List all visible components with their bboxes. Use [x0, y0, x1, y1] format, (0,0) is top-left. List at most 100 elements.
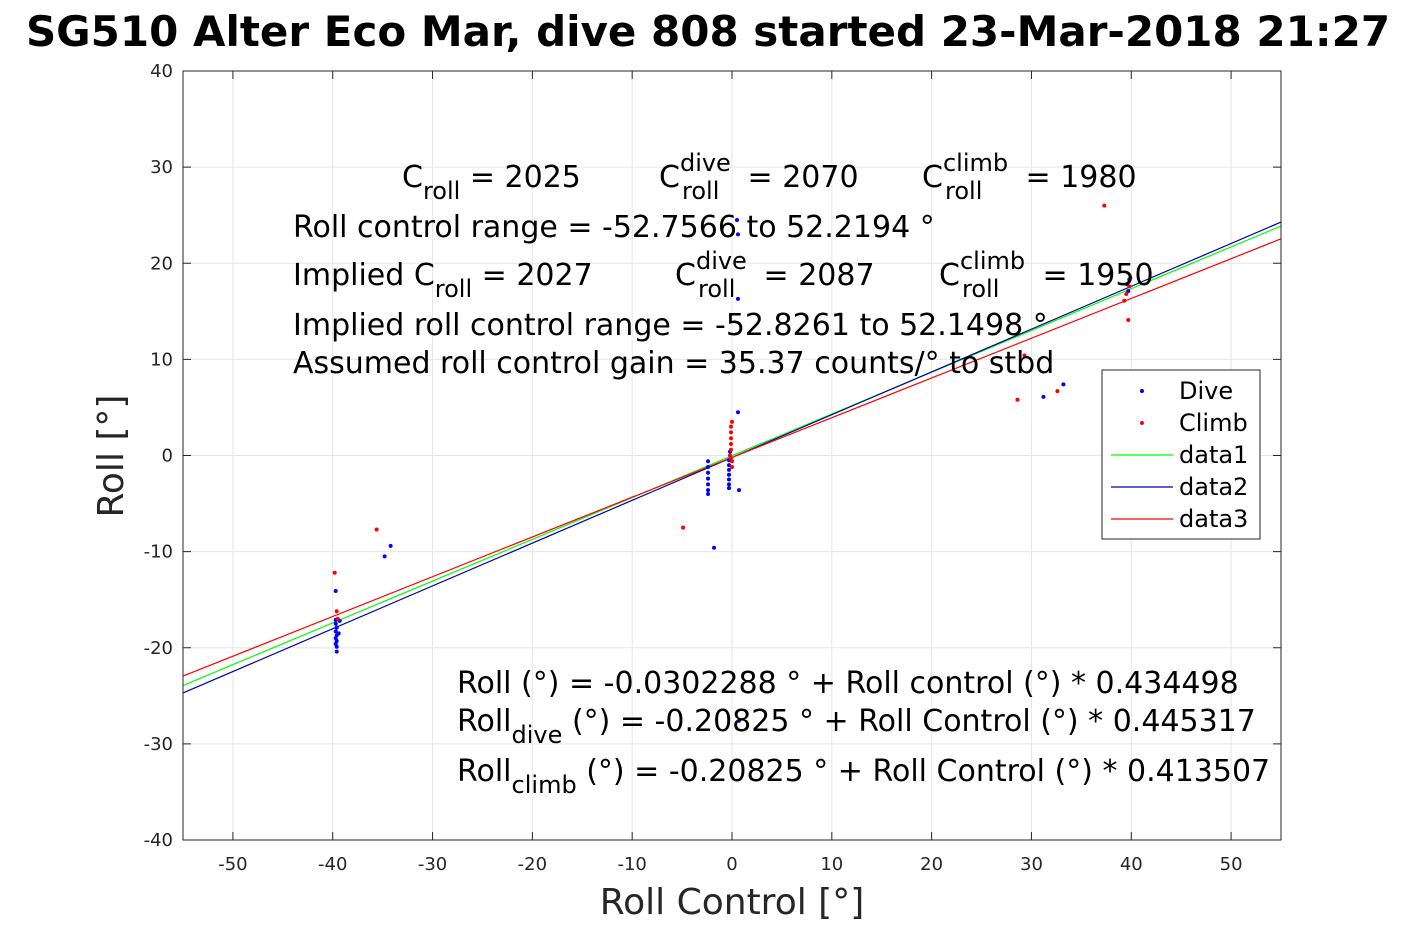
climb-point	[729, 436, 734, 441]
dive-point	[336, 631, 341, 636]
climb-point	[730, 465, 734, 470]
x-tick-label: 30	[1020, 854, 1043, 875]
legend-marker-dive	[1140, 389, 1144, 393]
climb-point	[334, 609, 339, 614]
y-tick-label: 40	[150, 61, 173, 82]
c-roll-annotation: Croll = 2025	[402, 160, 581, 205]
legend-label-data3: data3	[1179, 505, 1248, 533]
dive-point	[1061, 382, 1066, 387]
y-tick-label: -20	[144, 638, 173, 659]
implied-c-roll-annotation: Implied Croll = 2027	[293, 258, 593, 303]
y-tick-label: 30	[150, 157, 173, 178]
legend: Dive Climb data1 data2 data3	[1101, 369, 1261, 540]
x-tick-label: -50	[218, 854, 247, 875]
scatter-points	[332, 203, 1133, 723]
dive-point	[735, 232, 740, 237]
climb-point	[729, 456, 734, 461]
legend-label-data1: data1	[1179, 441, 1248, 469]
dive-point	[706, 465, 711, 470]
dive-point	[1041, 394, 1046, 399]
dive-point	[727, 467, 732, 472]
implied-c-roll-dive-annotation: Cdive roll = 2087	[675, 247, 875, 303]
climb-point	[730, 419, 734, 424]
legend-label-dive: Dive	[1179, 377, 1233, 405]
climb-point	[1127, 284, 1132, 289]
climb-point	[681, 525, 686, 530]
dive-point	[706, 476, 711, 481]
dive-point	[727, 486, 732, 491]
dive-point	[727, 477, 732, 482]
dive-point	[706, 488, 711, 493]
dive-point	[712, 545, 717, 550]
x-tick-label: 20	[920, 854, 943, 875]
climb-point	[1128, 275, 1133, 280]
x-axis-label: Roll Control [°]	[600, 882, 865, 923]
implied-c-roll-climb-annotation: Cclimb roll = 1950	[939, 247, 1154, 303]
c-roll-climb-annotation: Cclimb roll = 1980	[922, 149, 1137, 205]
climb-point	[335, 616, 340, 621]
dive-point	[334, 649, 339, 654]
y-tick-label: 20	[150, 253, 173, 274]
y-tick-label: -10	[144, 542, 173, 563]
gain-text: Assumed roll control gain = 35.37 counts…	[293, 346, 1054, 381]
dive-point	[333, 621, 338, 626]
climb-point	[1124, 292, 1129, 297]
x-tick-label: -40	[318, 854, 347, 875]
dive-point	[334, 625, 339, 630]
fit-climb-text: Rollclimb (°) = -0.20825 ° + Roll Contro…	[457, 754, 1270, 799]
x-tick-label: -30	[418, 854, 447, 875]
climb-point	[1102, 203, 1107, 208]
y-tick-label: 0	[162, 446, 173, 467]
dive-point	[727, 463, 732, 468]
dive-point	[382, 554, 387, 559]
climb-point	[1022, 353, 1027, 358]
climb-point	[729, 430, 734, 435]
x-tick-label: -20	[518, 854, 547, 875]
x-tick-label: 40	[1120, 854, 1143, 875]
climb-point	[1015, 397, 1020, 402]
dive-point	[388, 543, 393, 548]
x-tick-label: 0	[726, 854, 737, 875]
fit-line-data1	[182, 225, 1282, 687]
dive-point	[735, 410, 740, 415]
c-roll-dive-annotation: Cdive roll = 2070	[659, 149, 859, 205]
climb-point	[332, 570, 337, 575]
x-tick-label: 50	[1220, 854, 1243, 875]
dive-point	[736, 718, 741, 723]
legend-label-climb: Climb	[1179, 409, 1248, 437]
axis-ticks: -50 -40 -30 -20 -10 0 10 20 30 40 50 -40 -30 -20 -10 0 1…	[144, 61, 1281, 875]
fit-all-text: Roll (°) = -0.0302288 ° + Roll control (…	[457, 666, 1239, 701]
y-tick-label: -40	[144, 830, 173, 851]
chart-title: SG510 Alter Eco Mar, dive 808 started 23…	[26, 7, 1390, 56]
dive-point	[727, 482, 732, 487]
climb-point	[374, 527, 379, 532]
climb-point	[1126, 317, 1131, 322]
x-tick-label: 10	[820, 854, 843, 875]
climb-point	[1055, 389, 1060, 394]
fit-dive-text: Rolldive (°) = -0.20825 ° + Roll Control…	[457, 704, 1256, 749]
dive-point	[706, 459, 711, 464]
dive-point	[735, 296, 740, 301]
roll-control-range-text: Roll control range = -52.7566 to 52.2194…	[293, 210, 935, 245]
climb-point	[729, 441, 734, 446]
dive-point	[706, 470, 711, 475]
legend-marker-climb	[1140, 421, 1144, 425]
implied-range-text: Implied roll control range = -52.8261 to…	[293, 308, 1048, 343]
dive-point	[333, 629, 338, 634]
climb-point	[729, 424, 734, 429]
climb-point	[1122, 298, 1127, 303]
dive-point	[736, 488, 741, 493]
dive-point	[334, 644, 339, 649]
dive-point	[706, 482, 711, 487]
dive-point	[706, 491, 711, 496]
dive-point	[734, 217, 739, 222]
legend-label-data2: data2	[1179, 473, 1248, 501]
y-tick-label: 10	[150, 349, 173, 370]
dive-point	[1126, 289, 1131, 294]
y-tick-label: -30	[144, 734, 173, 755]
dive-point	[727, 472, 732, 477]
x-tick-label: -10	[617, 854, 646, 875]
y-axis-label: Roll [°]	[91, 395, 132, 518]
climb-point	[729, 447, 734, 452]
